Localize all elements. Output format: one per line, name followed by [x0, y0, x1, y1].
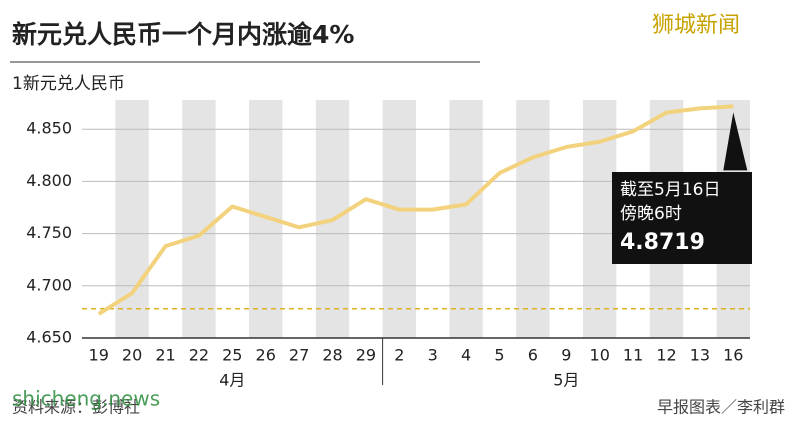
column-band — [182, 100, 216, 338]
x-tick-label: 13 — [690, 346, 710, 365]
annotation-text: 傍晚6时 — [620, 204, 682, 224]
x-tick-label: 28 — [322, 346, 342, 365]
x-tick-label: 29 — [356, 346, 376, 365]
x-tick-label: 25 — [222, 346, 242, 365]
watermark: 狮城新闻 — [652, 13, 740, 38]
annotation-box — [612, 172, 752, 264]
column-band — [516, 100, 550, 338]
y-axis-label: 1新元兑人民币 — [12, 74, 125, 94]
y-tick-label: 4.800 — [26, 171, 72, 190]
x-tick-label: 10 — [590, 346, 610, 365]
column-band — [449, 100, 483, 338]
y-tick-label: 4.650 — [26, 328, 72, 347]
annotation-text: 截至5月16日 — [620, 180, 720, 200]
y-tick-label: 4.700 — [26, 275, 72, 294]
x-tick-label: 19 — [89, 346, 109, 365]
y-tick-label: 4.850 — [26, 119, 72, 138]
month-label: 4月 — [219, 371, 245, 390]
x-tick-label: 11 — [623, 346, 643, 365]
x-tick-label: 3 — [428, 346, 438, 365]
x-tick-label: 6 — [528, 346, 538, 365]
y-tick-label: 4.750 — [26, 223, 72, 242]
x-tick-label: 26 — [256, 346, 276, 365]
annotation-pointer — [723, 112, 748, 171]
site-watermark: shicheng.news — [12, 387, 160, 411]
x-tick-label: 9 — [561, 346, 571, 365]
x-tick-label: 4 — [461, 346, 471, 365]
chart-title: 新元兑人民币一个月内涨逾4% — [12, 20, 354, 49]
data-line — [97, 104, 734, 316]
x-tick-label: 2 — [394, 346, 404, 365]
column-band — [382, 100, 416, 338]
x-tick-label: 21 — [155, 346, 175, 365]
value-label: 4.8719 — [620, 230, 705, 255]
credit: 早报图表／李利群 — [657, 398, 785, 417]
x-tick-label: 16 — [723, 346, 743, 365]
column-band — [583, 100, 617, 338]
month-label: 5月 — [553, 371, 579, 390]
x-tick-label: 12 — [656, 346, 676, 365]
x-tick-label: 27 — [289, 346, 309, 365]
x-tick-label: 20 — [122, 346, 142, 365]
x-tick-label: 5 — [494, 346, 504, 365]
x-tick-label: 22 — [189, 346, 209, 365]
source: 资料来源：彭博社 — [12, 398, 140, 417]
